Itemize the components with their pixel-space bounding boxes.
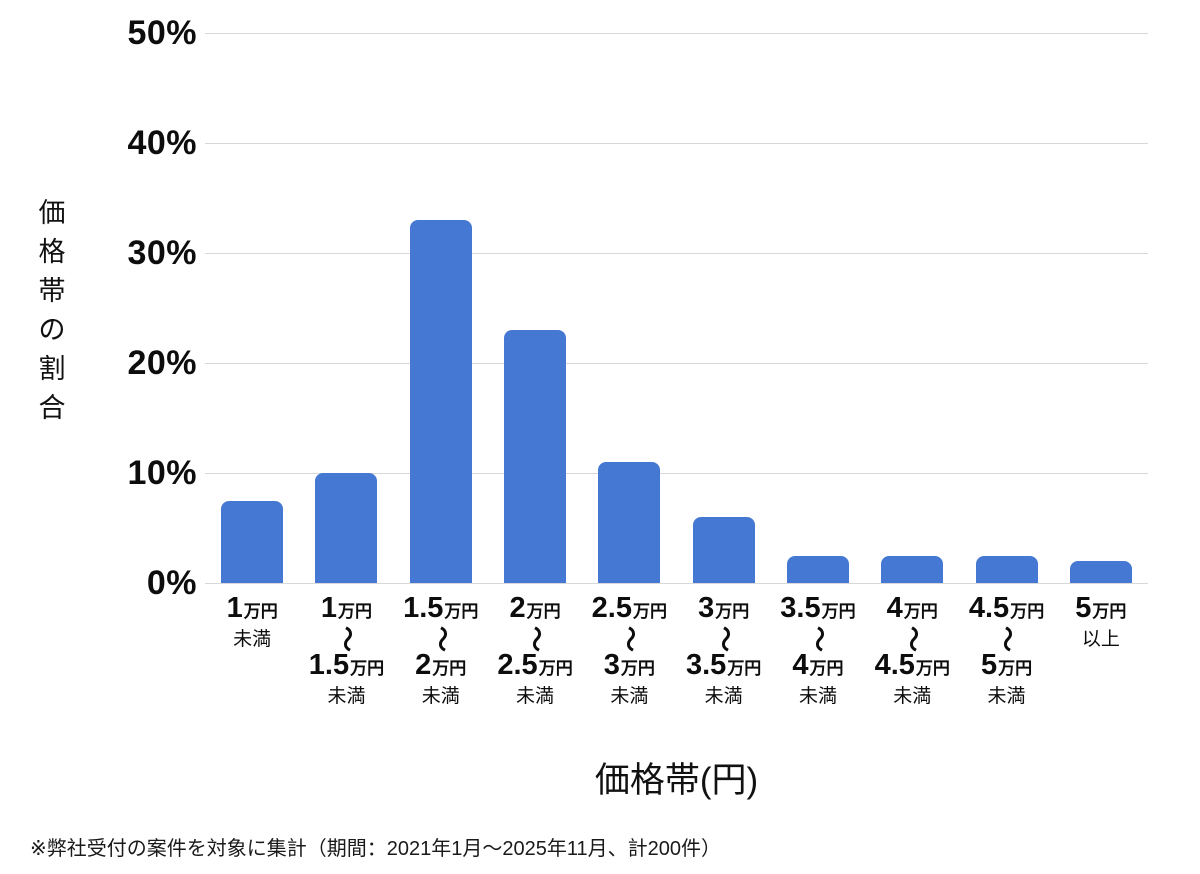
range-tilde: 〜 bbox=[898, 625, 929, 653]
bar bbox=[504, 330, 567, 583]
x-category-label: 2.5万円〜 3万円 未満 bbox=[591, 592, 667, 707]
gridline bbox=[205, 582, 1148, 584]
y-axis-title-char: の bbox=[38, 315, 66, 345]
gridline bbox=[205, 32, 1148, 34]
x-category-label: 1万円〜 1.5万円 未満 bbox=[308, 592, 385, 707]
range-tilde: 〜 bbox=[521, 625, 552, 653]
y-tick-label: 30% bbox=[127, 234, 197, 272]
bar bbox=[786, 555, 849, 583]
bar bbox=[221, 500, 284, 583]
x-category-label: 1万円 未満 bbox=[226, 592, 278, 650]
bar bbox=[975, 555, 1038, 583]
x-axis-title: 価格帯(円) bbox=[594, 761, 759, 800]
y-tick-label: 10% bbox=[127, 454, 197, 492]
y-tick-label: 50% bbox=[127, 14, 197, 52]
range-tilde: 〜 bbox=[426, 625, 457, 653]
y-tick-label: 0% bbox=[146, 564, 197, 602]
y-axis-title-char: 帯 bbox=[38, 276, 66, 306]
gridline bbox=[205, 362, 1148, 364]
x-category-label: 1.5万円〜 2万円 未満 bbox=[403, 592, 479, 707]
x-category-label: 3.5万円〜 4万円 未満 bbox=[780, 592, 856, 707]
footnote: ※弊社受付の案件を対象に集計（期間：2021年1月～2025年11月、計200件… bbox=[30, 838, 721, 860]
y-tick-label: 40% bbox=[127, 124, 197, 162]
gridline bbox=[205, 252, 1148, 254]
range-tilde: 〜 bbox=[992, 625, 1023, 653]
y-tick-label: 20% bbox=[127, 344, 197, 382]
bar bbox=[881, 555, 944, 583]
x-category-label: 4万円〜 4.5万円 未満 bbox=[874, 592, 950, 707]
x-category-label: 2万円〜 2.5万円 未満 bbox=[497, 592, 573, 707]
gridline bbox=[205, 472, 1148, 474]
range-tilde: 〜 bbox=[332, 625, 363, 653]
x-category-label: 5万円 以上 bbox=[1075, 592, 1127, 650]
range-tilde: 〜 bbox=[615, 625, 646, 653]
bar bbox=[315, 473, 378, 583]
bar bbox=[1069, 561, 1132, 583]
gridline bbox=[205, 142, 1148, 144]
range-tilde: 〜 bbox=[803, 625, 834, 653]
y-axis-title-char: 割 bbox=[38, 354, 66, 384]
bar bbox=[692, 517, 755, 583]
x-category-label: 3万円〜 3.5万円 未満 bbox=[685, 592, 762, 707]
y-axis-title-char: 価 bbox=[38, 198, 66, 228]
bar bbox=[409, 220, 472, 583]
range-tilde: 〜 bbox=[709, 625, 740, 653]
y-axis-title-char: 格 bbox=[38, 237, 66, 267]
bar bbox=[598, 462, 661, 583]
x-category-label: 4.5万円〜 5万円 未満 bbox=[968, 592, 1045, 707]
y-axis-title-char: 合 bbox=[38, 393, 66, 423]
y-axis-title: 価格帯の割合 bbox=[34, 200, 70, 422]
